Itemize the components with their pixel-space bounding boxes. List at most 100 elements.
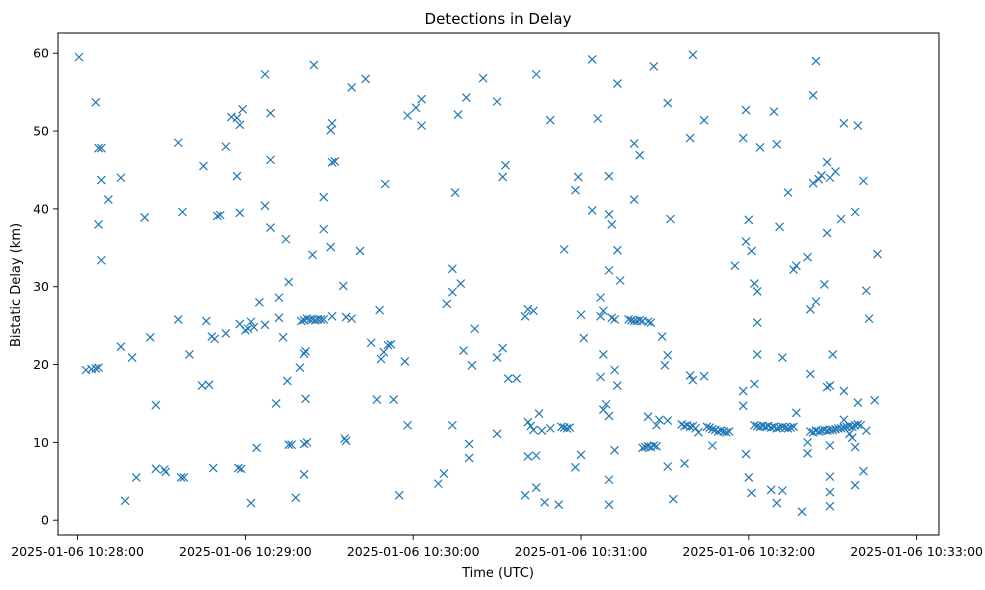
detection-marker: [646, 318, 656, 327]
detection-marker: [808, 178, 818, 188]
detection-marker: [604, 171, 614, 181]
detection-marker: [266, 223, 275, 232]
detection-marker: [361, 74, 371, 84]
detection-marker: [319, 192, 329, 202]
detection-marker: [282, 376, 292, 386]
detection-marker: [576, 310, 586, 320]
detection-marker: [266, 155, 275, 165]
detection-marker: [861, 286, 871, 296]
detection-marker: [210, 334, 220, 344]
detection-marker: [685, 371, 695, 380]
detection-marker: [730, 261, 740, 271]
detection-marker: [372, 395, 382, 405]
detection-marker: [649, 62, 659, 71]
detection-marker: [355, 246, 365, 256]
detection-marker: [498, 343, 508, 353]
detection-marker: [845, 429, 854, 439]
detection-marker: [531, 483, 541, 492]
detection-marker: [749, 379, 759, 389]
detection-marker: [176, 472, 186, 482]
detection-marker: [376, 354, 386, 364]
detection-marker: [96, 143, 106, 153]
detection-marker: [554, 500, 564, 510]
y-tick-label: 30: [33, 279, 49, 294]
detection-marker: [529, 425, 538, 435]
detection-marker: [96, 255, 106, 265]
x-tick-label: 2025-01-06 10:32:00: [682, 544, 815, 559]
detection-marker: [302, 437, 312, 447]
detection-marker: [612, 79, 622, 89]
y-tick-label: 0: [41, 513, 49, 528]
detection-marker: [596, 293, 606, 303]
detection-marker: [685, 133, 695, 143]
detection-marker: [839, 118, 849, 128]
detection-marker: [565, 423, 575, 433]
detection-marker: [498, 172, 508, 182]
detection-marker: [204, 380, 214, 390]
detection-marker: [319, 314, 329, 324]
detection-marker: [442, 299, 452, 309]
detection-marker: [232, 113, 242, 123]
detection-marker: [805, 304, 815, 314]
detection-marker: [657, 332, 667, 341]
detection-marker: [411, 103, 421, 113]
detection-marker: [744, 472, 754, 482]
detection-marker: [777, 353, 787, 362]
detection-marker: [529, 306, 538, 316]
detection-marker: [492, 353, 502, 362]
detection-marker: [610, 314, 619, 324]
detection-marker: [287, 440, 296, 450]
detection-marker: [559, 244, 569, 254]
detection-marker: [439, 469, 449, 478]
detection-marker: [822, 157, 832, 167]
detection-marker: [403, 420, 413, 430]
detection-marker: [94, 143, 103, 153]
detection-marker: [151, 464, 161, 474]
detection-marker: [299, 439, 309, 449]
detection-marker: [417, 94, 427, 104]
detection-marker: [652, 420, 661, 430]
detection-marker: [380, 179, 390, 189]
detection-marker: [570, 462, 580, 472]
detection-marker: [74, 52, 84, 62]
detection-marker: [691, 423, 701, 433]
detection-marker: [319, 224, 329, 234]
detection-marker: [610, 365, 619, 375]
detection-marker: [116, 173, 126, 183]
detection-marker: [808, 90, 818, 100]
detection-marker: [531, 69, 541, 79]
detection-marker: [221, 142, 231, 152]
detection-marker: [747, 246, 757, 256]
detection-marker: [839, 386, 849, 396]
detection-marker: [523, 451, 533, 461]
detection-marker: [326, 125, 336, 135]
detection-marker: [752, 286, 762, 296]
detection-marker: [140, 213, 150, 222]
detection-marker: [853, 420, 863, 429]
detection-marker: [663, 98, 673, 108]
detection-marker: [850, 442, 860, 452]
detection-marker: [492, 97, 502, 106]
detection-marker: [523, 304, 533, 314]
detection-marker: [96, 175, 106, 185]
detection-marker: [94, 363, 103, 373]
detection-marker: [587, 55, 597, 64]
detection-marker: [464, 439, 474, 449]
detection-marker: [236, 464, 246, 474]
detection-marker: [688, 50, 698, 60]
detection-marker: [235, 208, 245, 218]
detection-marker: [803, 252, 812, 262]
detection-marker: [579, 333, 589, 343]
detection-marker: [741, 237, 751, 247]
detection-marker: [825, 487, 835, 497]
detection-marker: [127, 353, 137, 362]
detection-marker: [501, 160, 510, 170]
detection-marker: [811, 56, 821, 66]
detection-marker: [694, 427, 703, 437]
detection-marker: [822, 382, 832, 392]
detection-marker: [91, 364, 101, 373]
detection-marker: [853, 398, 863, 408]
detection-marker: [861, 426, 871, 436]
detection-marker: [537, 426, 547, 436]
